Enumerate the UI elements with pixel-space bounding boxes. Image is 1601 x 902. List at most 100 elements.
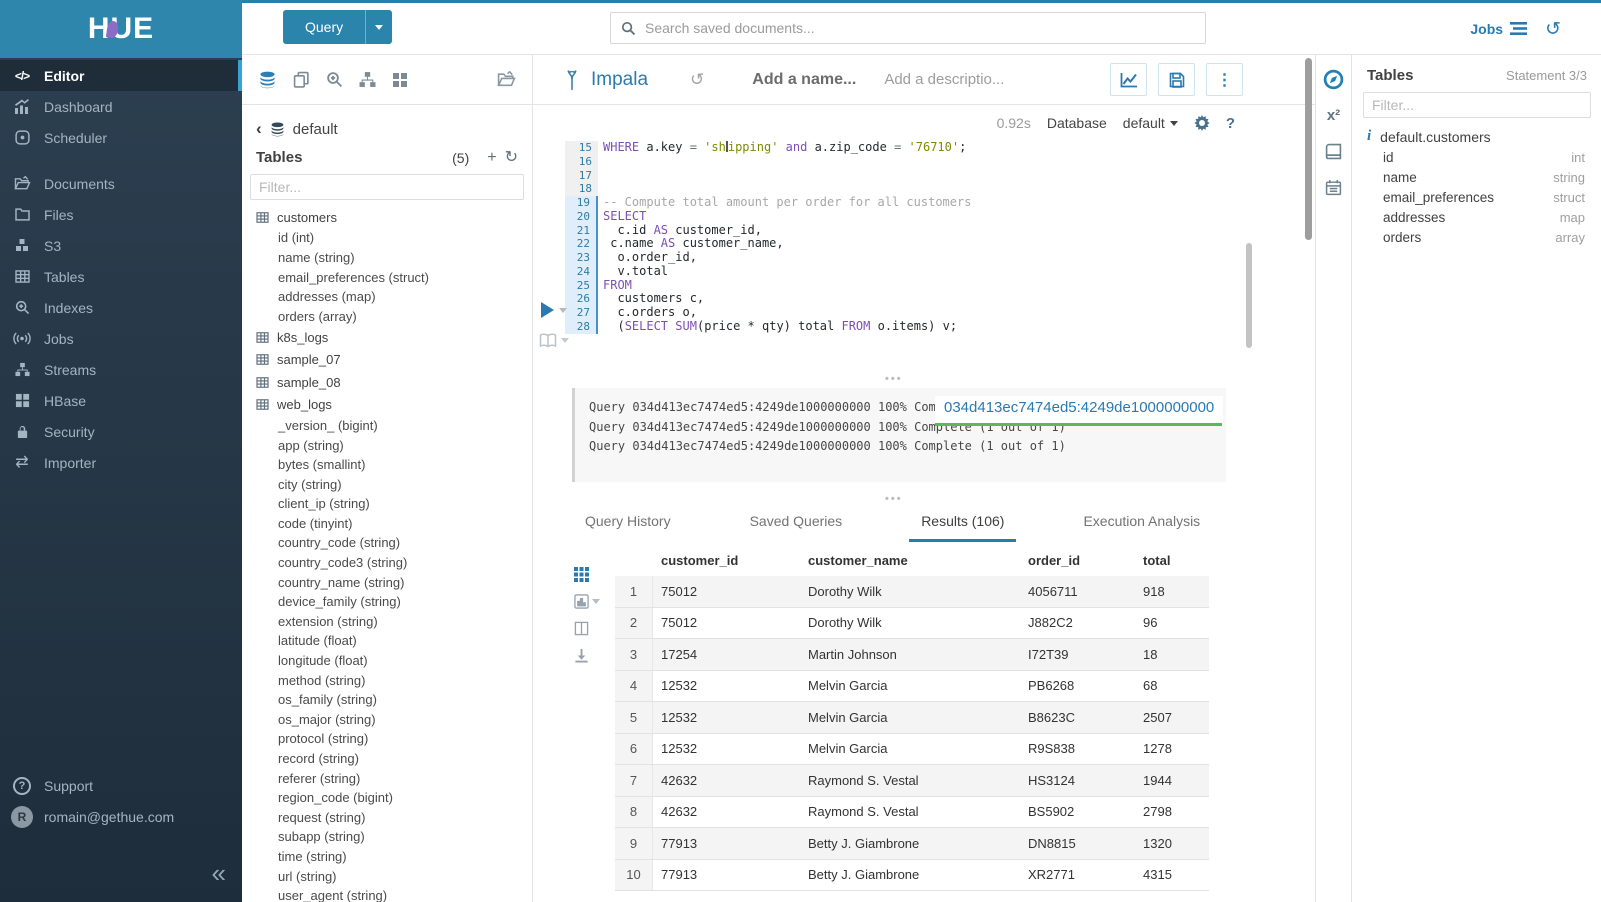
- assist-column-id[interactable]: id int: [1353, 147, 1601, 167]
- column-item[interactable]: client_ip (string): [278, 496, 370, 512]
- table-item-sample_08[interactable]: sample_08: [256, 371, 532, 393]
- column-item[interactable]: method (string): [278, 672, 366, 688]
- column-header-customer_name[interactable]: customer_name: [808, 553, 908, 568]
- statement-book-icon[interactable]: [539, 333, 569, 348]
- column-item[interactable]: user_agent (string): [278, 888, 388, 902]
- save-button[interactable]: [1158, 63, 1195, 96]
- sidebar-item-indexes[interactable]: Indexes: [0, 292, 242, 323]
- table-item-k8s_logs[interactable]: k8s_logs: [256, 326, 532, 348]
- column-item[interactable]: region_code (bigint): [278, 790, 393, 806]
- code-line-17[interactable]: 17: [565, 168, 1265, 183]
- column-item[interactable]: bytes (smallint): [278, 457, 366, 473]
- column-item[interactable]: time (string): [278, 848, 347, 864]
- global-search[interactable]: [610, 12, 1206, 44]
- column-item[interactable]: url (string): [278, 868, 337, 884]
- query-history-icon[interactable]: ↺: [690, 69, 705, 89]
- code-line-25[interactable]: 25 FROM: [565, 278, 1265, 293]
- schedule-calendar-icon[interactable]: [1316, 169, 1351, 205]
- code-line-22[interactable]: 22 c.name AS customer_name,: [565, 236, 1265, 251]
- tab-results-106[interactable]: Results (106): [909, 505, 1017, 542]
- code-line-23[interactable]: 23 o.order_id,: [565, 250, 1265, 265]
- resize-handle[interactable]: •••: [885, 373, 903, 385]
- sidebar-item-documents[interactable]: Documents: [0, 168, 242, 199]
- active-table-row[interactable]: i default.customers: [1353, 126, 1601, 147]
- column-item[interactable]: code (tinyint): [278, 515, 353, 531]
- hue-logo[interactable]: HUE: [0, 0, 242, 58]
- code-line-15[interactable]: 15 WHERE a.key = 'sh ipping' and a.zip_cod…: [565, 140, 1265, 155]
- query-name-field[interactable]: Add a name...: [752, 70, 857, 88]
- column-item[interactable]: request (string): [278, 809, 366, 825]
- sidebar-item-support[interactable]: ? Support: [0, 770, 242, 801]
- add-table-icon[interactable]: +: [487, 148, 497, 166]
- code-line-16[interactable]: 16: [565, 154, 1265, 169]
- column-item[interactable]: orders (array): [278, 308, 357, 324]
- new-query-button[interactable]: Query: [283, 10, 366, 44]
- column-item[interactable]: name (string): [278, 249, 355, 265]
- sidebar-item-tables[interactable]: Tables: [0, 261, 242, 292]
- column-item[interactable]: latitude (float): [278, 633, 357, 649]
- query-description-field[interactable]: Add a descriptio...: [884, 71, 1005, 88]
- sidebar-item-user[interactable]: R romain@gethue.com: [0, 801, 242, 832]
- right-filter-input[interactable]: [1363, 92, 1591, 118]
- documents-tab-icon[interactable]: [293, 71, 310, 88]
- column-item[interactable]: email_preferences (struct): [278, 269, 429, 285]
- sql-editor[interactable]: 15 WHERE a.key = 'sh ipping' and a.zip_cod…: [565, 140, 1265, 334]
- sitemap-icon[interactable]: [359, 71, 376, 88]
- table-item-web_logs[interactable]: web_logs: [256, 394, 532, 416]
- new-query-dropdown[interactable]: [365, 10, 393, 44]
- column-item[interactable]: os_family (string): [278, 692, 377, 708]
- jobs-link[interactable]: Jobs: [1470, 21, 1528, 37]
- column-item[interactable]: _version_ (bigint): [278, 417, 378, 433]
- column-item[interactable]: device_family (string): [278, 594, 401, 610]
- language-reference-icon[interactable]: [1316, 133, 1351, 169]
- code-line-18[interactable]: 18: [565, 182, 1265, 196]
- code-line-21[interactable]: 21 c.id AS customer_id,: [565, 223, 1265, 238]
- sidebar-item-s3[interactable]: S3: [0, 230, 242, 261]
- sidebar-item-jobs[interactable]: Jobs: [0, 323, 242, 354]
- columns-view-icon[interactable]: [574, 621, 600, 636]
- grid-view-icon[interactable]: [574, 567, 600, 582]
- refresh-icon[interactable]: ↻: [504, 148, 518, 166]
- settings-gear-icon[interactable]: [1194, 115, 1210, 131]
- column-item[interactable]: country_code3 (string): [278, 555, 408, 571]
- chart-button[interactable]: [1110, 63, 1147, 96]
- databases-tab-icon[interactable]: [258, 71, 277, 89]
- assist-column-addresses[interactable]: addresses map: [1353, 208, 1601, 228]
- more-actions-button[interactable]: ⋮: [1206, 63, 1243, 96]
- assistant-compass-icon[interactable]: [1316, 61, 1351, 97]
- assist-column-name[interactable]: name string: [1353, 167, 1601, 187]
- panel-scrollbar[interactable]: [1305, 58, 1312, 240]
- download-icon[interactable]: [574, 648, 600, 663]
- functions-icon[interactable]: x²: [1326, 106, 1341, 124]
- run-query-button[interactable]: [541, 302, 554, 318]
- code-line-28[interactable]: 28 (SELECT SUM(price * qty) total FROM o…: [565, 319, 1265, 334]
- database-dropdown[interactable]: default: [1123, 115, 1178, 131]
- search-plus-icon[interactable]: [326, 71, 343, 88]
- code-line-27[interactable]: 27 c.orders o,: [565, 305, 1265, 320]
- history-icon[interactable]: ↺: [1545, 18, 1561, 40]
- column-header-total[interactable]: total: [1143, 553, 1171, 568]
- column-item[interactable]: addresses (map): [278, 289, 376, 305]
- table-filter-input[interactable]: [250, 174, 524, 200]
- column-item[interactable]: record (string): [278, 751, 359, 767]
- help-icon[interactable]: ?: [1225, 114, 1235, 132]
- column-item[interactable]: referer (string): [278, 770, 361, 786]
- column-item[interactable]: subapp (string): [278, 829, 365, 845]
- engine-name[interactable]: Impala: [591, 68, 649, 90]
- code-line-26[interactable]: 26 customers c,: [565, 291, 1265, 306]
- code-line-19[interactable]: 19 -- Compute total amount per order for …: [565, 195, 1265, 210]
- breadcrumb-database[interactable]: default: [292, 120, 338, 138]
- code-line-20[interactable]: 20 SELECT: [565, 209, 1265, 224]
- search-input[interactable]: [645, 20, 1195, 36]
- code-line-24[interactable]: 24 v.total: [565, 264, 1265, 279]
- tab-query-history[interactable]: Query History: [585, 513, 671, 529]
- sidebar-item-importer[interactable]: ⇄ Importer: [0, 447, 242, 478]
- column-item[interactable]: protocol (string): [278, 731, 369, 747]
- folder-open-icon[interactable]: [497, 71, 516, 88]
- resize-handle[interactable]: •••: [885, 493, 903, 505]
- column-item[interactable]: id (int): [278, 230, 315, 246]
- column-item[interactable]: longitude (float): [278, 653, 368, 669]
- column-item[interactable]: country_code (string): [278, 535, 401, 551]
- apps-grid-icon[interactable]: [392, 72, 408, 88]
- sidebar-item-files[interactable]: Files: [0, 199, 242, 230]
